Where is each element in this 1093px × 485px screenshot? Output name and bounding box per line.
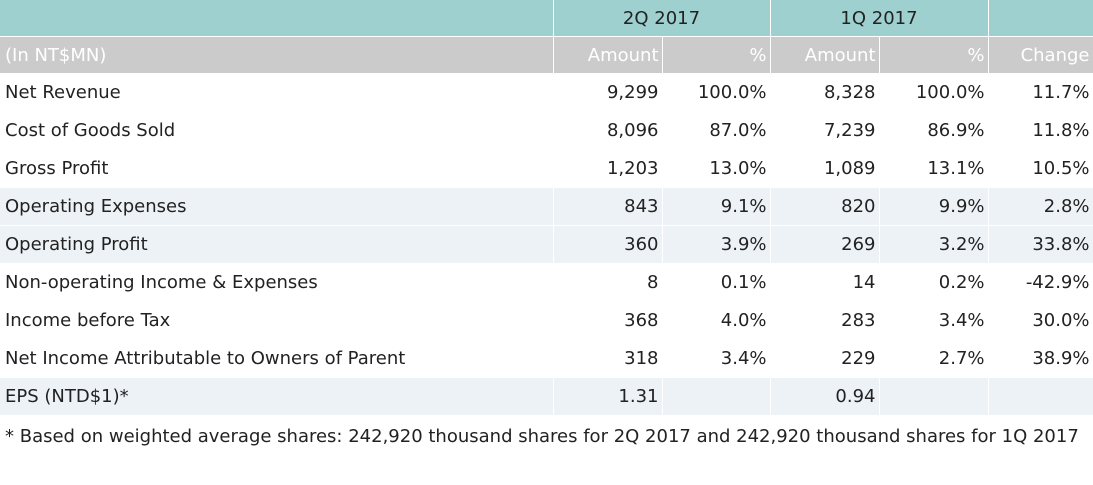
- pct-previous-cell: 9.9%: [879, 187, 989, 226]
- amount-previous-cell: 8,328: [770, 73, 880, 112]
- row-label: Net Income Attributable to Owners of Par…: [0, 339, 554, 378]
- pct-previous-cell: 3.4%: [879, 301, 989, 340]
- amount-previous-header: Amount: [770, 36, 880, 74]
- pct-current-cell: 3.4%: [662, 339, 771, 378]
- change-cell: 38.9%: [988, 339, 1093, 378]
- change-cell: 10.5%: [988, 149, 1093, 188]
- table-row: Net Income Attributable to Owners of Par…: [0, 339, 1093, 378]
- change-cell: 11.7%: [988, 73, 1093, 112]
- amount-current-cell: 843: [553, 187, 663, 226]
- amount-previous-cell: 0.94: [770, 377, 880, 416]
- pct-previous-cell: 3.2%: [879, 225, 989, 264]
- change-cell: [988, 377, 1093, 416]
- pct-current-header: %: [662, 36, 771, 74]
- table-row: EPS (NTD$1)* 1.31 0.94: [0, 377, 1093, 416]
- amount-current-header: Amount: [553, 36, 663, 74]
- table-row: Operating Expenses 843 9.1% 820 9.9% 2.8…: [0, 187, 1093, 226]
- period-header-blank: [0, 0, 554, 37]
- amount-current-cell: 8: [553, 263, 663, 302]
- row-label: Gross Profit: [0, 149, 554, 188]
- pct-current-cell: 87.0%: [662, 111, 771, 150]
- row-label: Income before Tax: [0, 301, 554, 340]
- table-row: Non-operating Income & Expenses 8 0.1% 1…: [0, 263, 1093, 302]
- amount-current-cell: 9,299: [553, 73, 663, 112]
- pct-previous-cell: [879, 377, 989, 416]
- table-row: Gross Profit 1,203 13.0% 1,089 13.1% 10.…: [0, 149, 1093, 188]
- change-header: Change: [988, 36, 1093, 74]
- change-cell: 33.8%: [988, 225, 1093, 264]
- pct-previous-cell: 2.7%: [879, 339, 989, 378]
- row-label: EPS (NTD$1)*: [0, 377, 554, 416]
- amount-current-cell: 8,096: [553, 111, 663, 150]
- table-row: Cost of Goods Sold 8,096 87.0% 7,239 86.…: [0, 111, 1093, 150]
- pct-current-cell: 100.0%: [662, 73, 771, 112]
- period-current: 2Q 2017: [553, 0, 771, 37]
- period-previous: 1Q 2017: [770, 0, 989, 37]
- period-header-change-blank: [988, 0, 1093, 37]
- footnote: * Based on weighted average shares: 242,…: [5, 426, 1079, 447]
- row-label: Non-operating Income & Expenses: [0, 263, 554, 302]
- amount-previous-cell: 1,089: [770, 149, 880, 188]
- amount-previous-cell: 229: [770, 339, 880, 378]
- pct-previous-header: %: [879, 36, 989, 74]
- table-row: Operating Profit 360 3.9% 269 3.2% 33.8%: [0, 225, 1093, 264]
- row-label: Net Revenue: [0, 73, 554, 112]
- amount-current-cell: 1.31: [553, 377, 663, 416]
- pct-current-cell: 13.0%: [662, 149, 771, 188]
- unit-label: (In NT$MN): [0, 36, 554, 74]
- amount-previous-cell: 269: [770, 225, 880, 264]
- income-statement-table: 2Q 2017 1Q 2017 (In NT$MN) Amount % Amou…: [0, 0, 1093, 416]
- change-cell: 2.8%: [988, 187, 1093, 226]
- change-cell: -42.9%: [988, 263, 1093, 302]
- amount-current-cell: 318: [553, 339, 663, 378]
- change-cell: 30.0%: [988, 301, 1093, 340]
- amount-previous-cell: 14: [770, 263, 880, 302]
- column-header-row: (In NT$MN) Amount % Amount % Change: [0, 36, 1093, 74]
- pct-previous-cell: 100.0%: [879, 73, 989, 112]
- period-header-row: 2Q 2017 1Q 2017: [0, 0, 1093, 37]
- row-label: Operating Profit: [0, 225, 554, 264]
- amount-previous-cell: 283: [770, 301, 880, 340]
- amount-current-cell: 368: [553, 301, 663, 340]
- pct-previous-cell: 0.2%: [879, 263, 989, 302]
- pct-current-cell: 4.0%: [662, 301, 771, 340]
- amount-current-cell: 1,203: [553, 149, 663, 188]
- table-row: Net Revenue 9,299 100.0% 8,328 100.0% 11…: [0, 73, 1093, 112]
- amount-previous-cell: 820: [770, 187, 880, 226]
- pct-current-cell: 9.1%: [662, 187, 771, 226]
- amount-current-cell: 360: [553, 225, 663, 264]
- change-cell: 11.8%: [988, 111, 1093, 150]
- amount-previous-cell: 7,239: [770, 111, 880, 150]
- table-row: Income before Tax 368 4.0% 283 3.4% 30.0…: [0, 301, 1093, 340]
- row-label: Cost of Goods Sold: [0, 111, 554, 150]
- pct-previous-cell: 13.1%: [879, 149, 989, 188]
- pct-previous-cell: 86.9%: [879, 111, 989, 150]
- pct-current-cell: 3.9%: [662, 225, 771, 264]
- pct-current-cell: [662, 377, 771, 416]
- pct-current-cell: 0.1%: [662, 263, 771, 302]
- row-label: Operating Expenses: [0, 187, 554, 226]
